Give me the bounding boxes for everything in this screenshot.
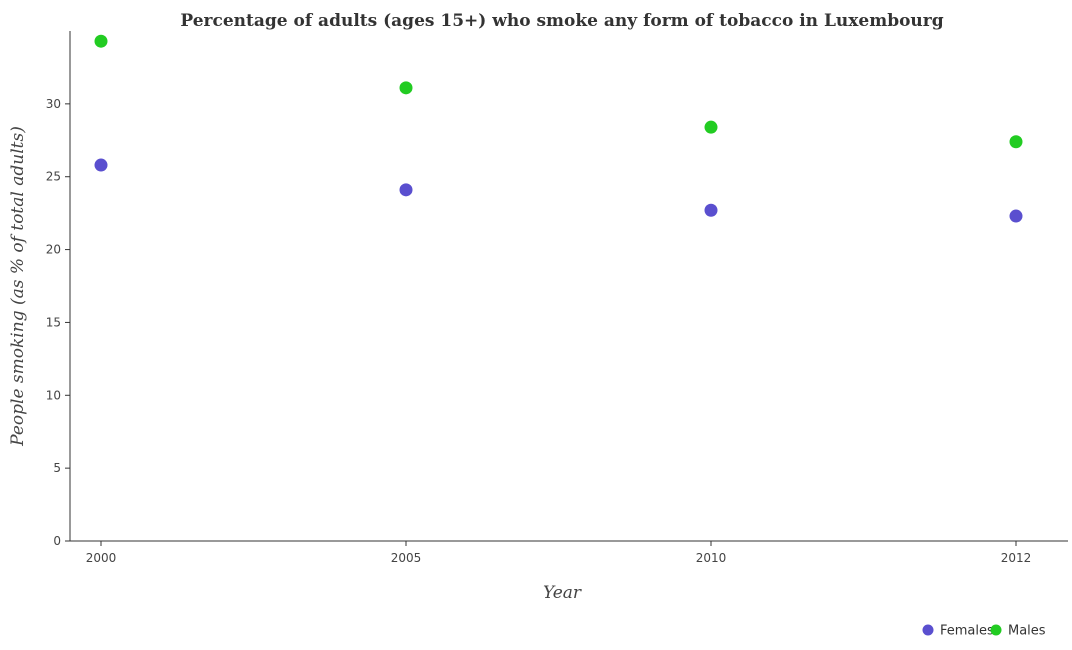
point-females-2012 [1009, 209, 1023, 223]
y-tick-label: 5 [53, 461, 61, 475]
legend-label-females: Females [940, 624, 994, 639]
y-tick-label: 0 [53, 534, 61, 548]
chart-title: Percentage of adults (ages 15+) who smok… [180, 11, 943, 31]
y-tick-label: 25 [46, 170, 61, 184]
point-females-2010 [704, 203, 718, 217]
x-tick-label: 2012 [1001, 551, 1032, 565]
point-females-2000 [94, 158, 108, 172]
legend-marker-males [990, 624, 1002, 636]
y-tick-label: 20 [46, 243, 61, 257]
y-axis-label: People smoking (as % of total adults) [8, 126, 28, 447]
x-ticks: 2000 2005 2010 2012 [86, 541, 1032, 565]
y-tick-label: 10 [46, 388, 61, 402]
y-tick-label: 15 [46, 315, 61, 329]
point-males-2012 [1009, 135, 1023, 149]
x-tick-label: 2000 [86, 551, 117, 565]
point-males-2000 [94, 34, 108, 48]
point-females-2005 [399, 183, 413, 197]
point-males-2005 [399, 81, 413, 95]
y-ticks: 0 5 10 15 20 25 30 [46, 97, 70, 548]
legend-label-males: Males [1008, 624, 1046, 639]
legend: Females Males [922, 624, 1046, 639]
point-males-2010 [704, 120, 718, 134]
y-tick-label: 30 [46, 97, 61, 111]
plot-area: 0 5 10 15 20 25 30 2000 2005 2010 2012 [46, 31, 1068, 565]
legend-marker-females [922, 624, 934, 636]
x-tick-label: 2005 [391, 551, 422, 565]
x-tick-label: 2010 [696, 551, 727, 565]
x-axis-label: Year [543, 583, 582, 603]
data-points [94, 34, 1023, 223]
